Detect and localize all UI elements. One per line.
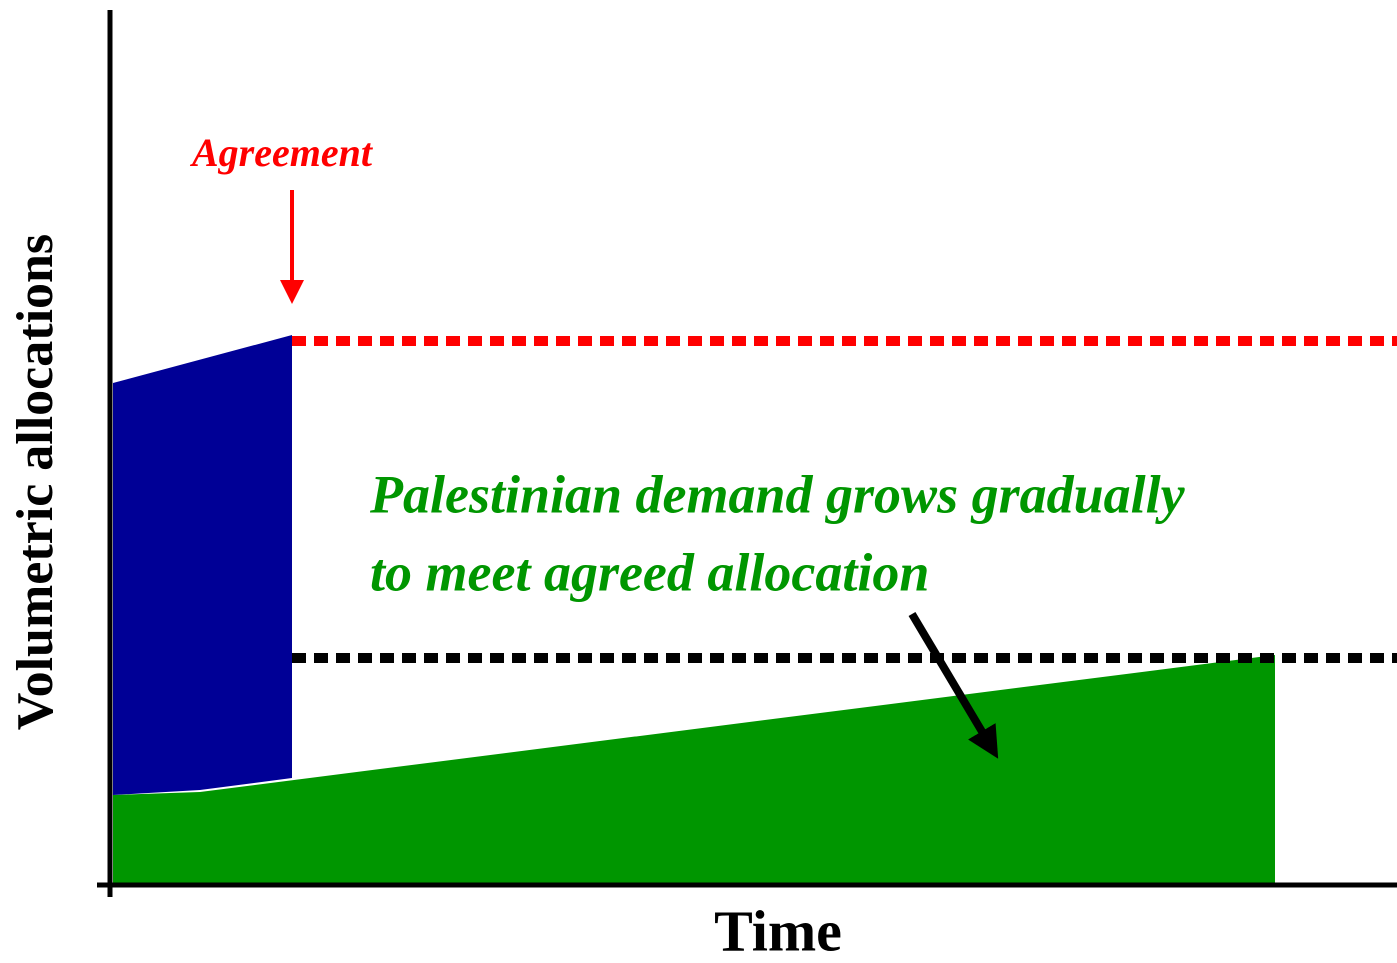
y-axis-label: Volumetric allocations (7, 234, 64, 730)
allocation-area (113, 335, 292, 795)
demand-arrow (908, 611, 999, 759)
x-axis-label: Time (714, 898, 842, 963)
palestinian-demand-area (113, 655, 1275, 885)
agreement-label: Agreement (189, 130, 374, 175)
demand-label-line: Palestinian demand grows gradually (369, 464, 1186, 524)
demand-label-line: to meet agreed allocation (370, 542, 929, 602)
